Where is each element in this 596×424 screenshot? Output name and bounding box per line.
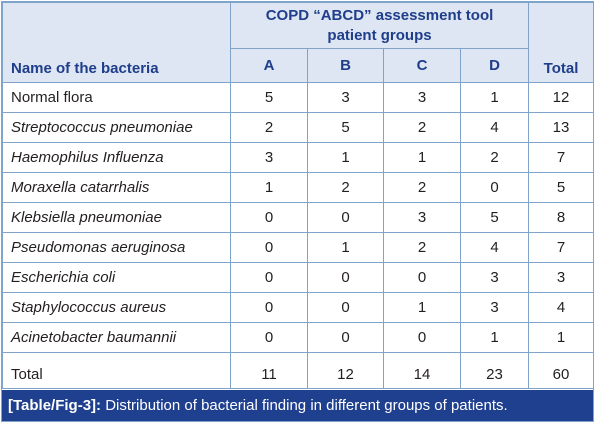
count-cell: 5 xyxy=(460,202,529,233)
group-header: COPD “ABCD” assessment tool patient grou… xyxy=(230,2,529,49)
table-body: Normal flora 5 3 3 1 12 Streptococcus pn… xyxy=(2,82,594,389)
table-row: Haemophilus Influenza 3 1 1 2 7 xyxy=(2,142,594,173)
count-cell: 5 xyxy=(307,112,384,143)
table-row: Pseudomonas aeruginosa 0 1 2 4 7 xyxy=(2,232,594,263)
row-total-cell: 4 xyxy=(528,292,594,323)
table-row: Klebsiella pneumoniae 0 0 3 5 8 xyxy=(2,202,594,233)
count-cell: 2 xyxy=(230,112,308,143)
row-total-cell: 12 xyxy=(528,82,594,113)
count-cell: 3 xyxy=(383,202,461,233)
count-cell: 2 xyxy=(383,232,461,263)
count-cell: 4 xyxy=(460,112,529,143)
table-row: Escherichia coli 0 0 0 3 3 xyxy=(2,262,594,293)
count-cell: 2 xyxy=(383,172,461,203)
name-column-header: Name of the bacteria xyxy=(2,2,231,83)
total-label: Total xyxy=(2,352,231,389)
group-b-header: B xyxy=(307,48,384,83)
count-cell: 0 xyxy=(460,172,529,203)
count-cell: 0 xyxy=(230,322,308,353)
caption-text: Distribution of bacterial finding in dif… xyxy=(101,397,508,414)
count-cell: 0 xyxy=(307,202,384,233)
row-total-cell: 7 xyxy=(528,232,594,263)
group-d-header: D xyxy=(460,48,529,83)
count-cell: 1 xyxy=(383,292,461,323)
count-cell: 1 xyxy=(307,142,384,173)
table-row: Staphylococcus aureus 0 0 1 3 4 xyxy=(2,292,594,323)
group-header-line2: patient groups xyxy=(327,26,432,44)
count-cell: 1 xyxy=(307,232,384,263)
grand-total-cell: 60 xyxy=(528,352,594,389)
count-cell: 0 xyxy=(307,322,384,353)
bacteria-name: Klebsiella pneumoniae xyxy=(2,202,231,233)
total-row: Total 11 12 14 23 60 xyxy=(2,352,594,389)
count-cell: 1 xyxy=(460,322,529,353)
bacteria-name: Streptococcus pneumoniae xyxy=(2,112,231,143)
count-cell: 1 xyxy=(460,82,529,113)
count-cell: 4 xyxy=(460,232,529,263)
count-cell: 2 xyxy=(460,142,529,173)
row-total-cell: 13 xyxy=(528,112,594,143)
bacteria-name: Pseudomonas aeruginosa xyxy=(2,232,231,263)
group-total-cell: 14 xyxy=(383,352,461,389)
count-cell: 0 xyxy=(383,322,461,353)
bacteria-name: Acinetobacter baumannii xyxy=(2,322,231,353)
group-a-header: A xyxy=(230,48,308,83)
table-row: Acinetobacter baumannii 0 0 0 1 1 xyxy=(2,322,594,353)
count-cell: 5 xyxy=(230,82,308,113)
count-cell: 3 xyxy=(460,292,529,323)
count-cell: 0 xyxy=(230,262,308,293)
bacteria-name: Normal flora xyxy=(2,82,231,113)
table-row: Normal flora 5 3 3 1 12 xyxy=(2,82,594,113)
figure-caption: [Table/Fig-3]: Distribution of bacterial… xyxy=(2,390,593,421)
group-total-cell: 12 xyxy=(307,352,384,389)
count-cell: 0 xyxy=(230,292,308,323)
row-total-cell: 3 xyxy=(528,262,594,293)
count-cell: 0 xyxy=(383,262,461,293)
count-cell: 0 xyxy=(307,292,384,323)
count-cell: 3 xyxy=(230,142,308,173)
count-cell: 2 xyxy=(307,172,384,203)
count-cell: 3 xyxy=(307,82,384,113)
count-cell: 1 xyxy=(383,142,461,173)
count-cell: 0 xyxy=(230,232,308,263)
count-cell: 0 xyxy=(230,202,308,233)
bacteria-name: Moraxella catarrhalis xyxy=(2,172,231,203)
count-cell: 2 xyxy=(383,112,461,143)
bacteria-name: Staphylococcus aureus xyxy=(2,292,231,323)
row-total-cell: 8 xyxy=(528,202,594,233)
count-cell: 3 xyxy=(383,82,461,113)
bacteria-name: Haemophilus Influenza xyxy=(2,142,231,173)
row-total-cell: 1 xyxy=(528,322,594,353)
count-cell: 3 xyxy=(460,262,529,293)
group-c-header: C xyxy=(383,48,461,83)
bacteria-name: Escherichia coli xyxy=(2,262,231,293)
row-total-cell: 5 xyxy=(528,172,594,203)
table-row: Streptococcus pneumoniae 2 5 2 4 13 xyxy=(2,112,594,143)
row-total-cell: 7 xyxy=(528,142,594,173)
count-cell: 0 xyxy=(307,262,384,293)
table-row: Moraxella catarrhalis 1 2 2 0 5 xyxy=(2,172,594,203)
group-total-cell: 23 xyxy=(460,352,529,389)
group-total-cell: 11 xyxy=(230,352,308,389)
caption-reference: [Table/Fig-3]: xyxy=(8,397,102,414)
group-header-line1: COPD “ABCD” assessment tool xyxy=(265,7,494,24)
total-column-header: Total xyxy=(528,2,594,83)
bacteria-table: Name of the bacteria COPD “ABCD” assessm… xyxy=(2,2,594,389)
count-cell: 1 xyxy=(230,172,308,203)
